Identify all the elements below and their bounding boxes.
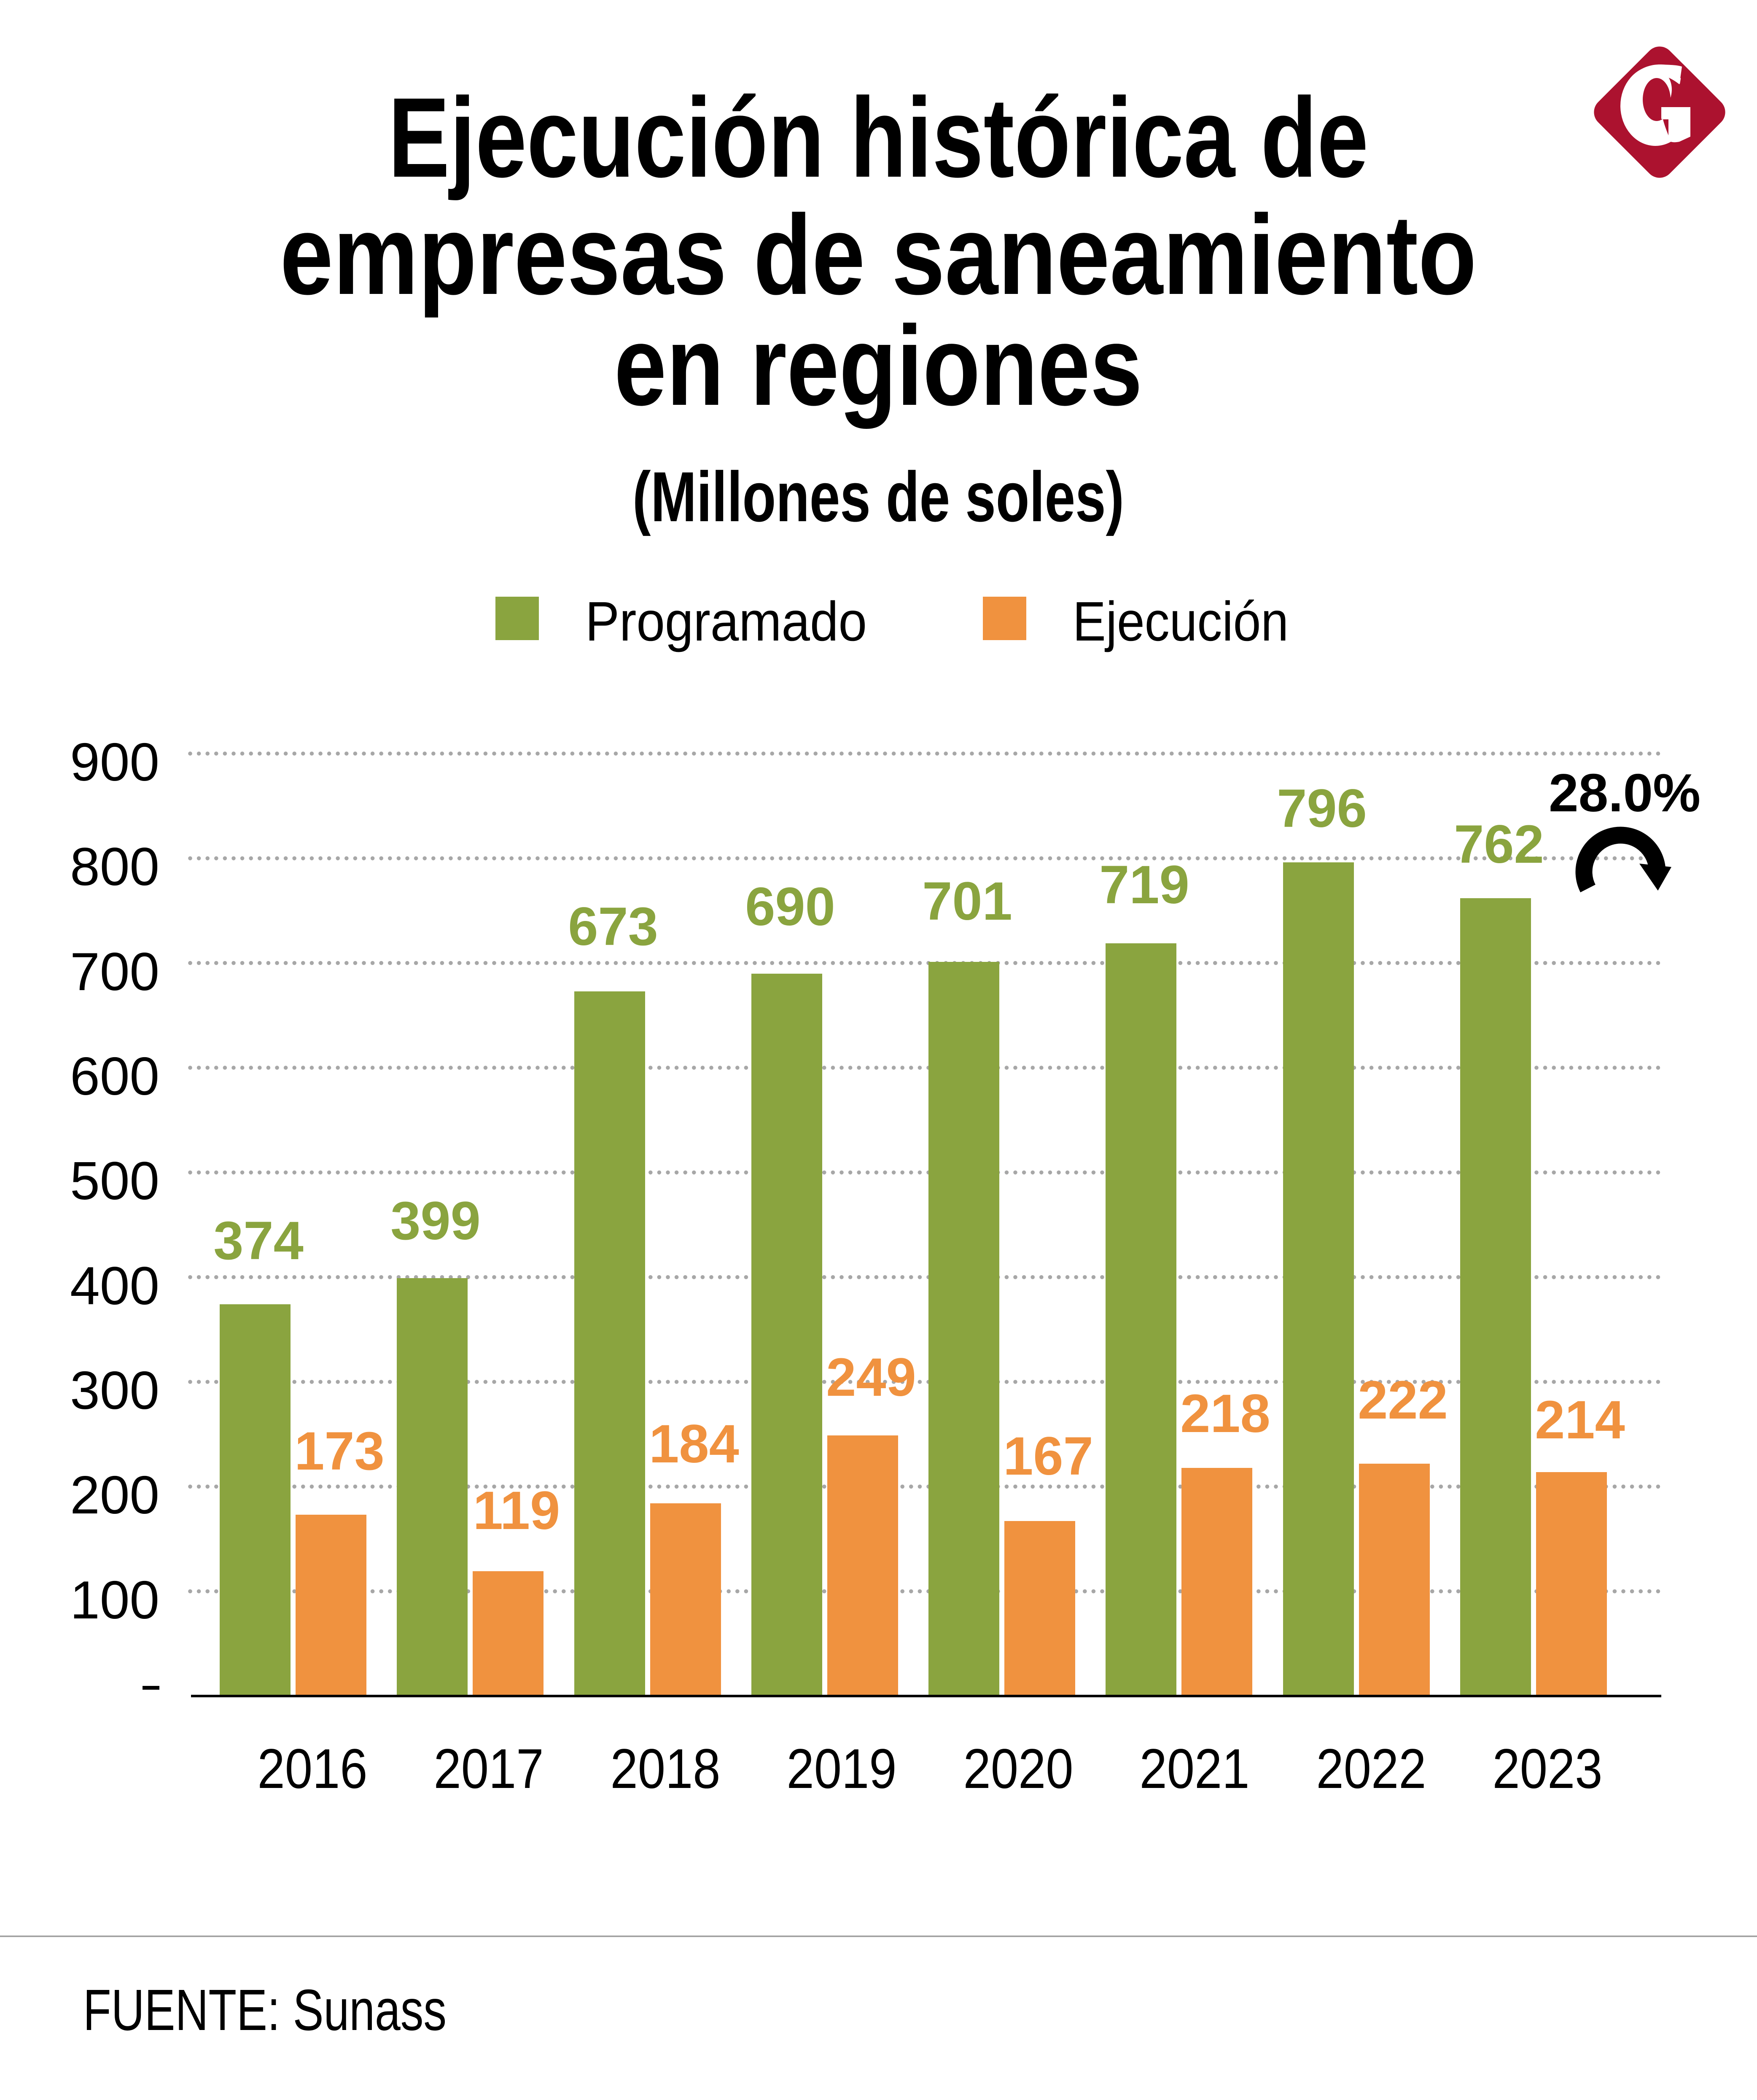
svg-text:200: 200 [70,1465,159,1525]
svg-text:399: 399 [390,1191,481,1251]
svg-text:249: 249 [826,1347,916,1408]
svg-text:2022: 2022 [1316,1738,1426,1800]
svg-text:(Millones de soles): (Millones de soles) [632,457,1124,536]
svg-text:2021: 2021 [1140,1738,1250,1800]
svg-text:2017: 2017 [434,1738,544,1800]
svg-text:800: 800 [70,837,159,897]
svg-text:2016: 2016 [258,1738,368,1800]
svg-text:en regiones: en regiones [614,302,1143,430]
svg-text:Ejecución histórica de: Ejecución histórica de [388,74,1369,202]
svg-text:400: 400 [70,1256,159,1316]
svg-text:214: 214 [1535,1390,1625,1450]
svg-text:796: 796 [1277,778,1367,839]
svg-text:600: 600 [70,1046,159,1106]
svg-text:300: 300 [70,1360,159,1420]
svg-text:Ejecución: Ejecución [1073,590,1289,652]
svg-text:2018: 2018 [611,1738,721,1800]
svg-text:690: 690 [745,877,835,937]
svg-text:701: 701 [922,871,1012,932]
svg-text:empresas de saneamiento: empresas de saneamiento [280,191,1477,319]
svg-text:218: 218 [1180,1384,1270,1444]
svg-text:374: 374 [213,1211,304,1271]
svg-text:700: 700 [70,942,159,1002]
svg-text:2020: 2020 [963,1738,1074,1800]
svg-text:28.0%: 28.0% [1549,763,1700,823]
svg-text:173: 173 [294,1421,385,1481]
svg-text:119: 119 [473,1481,560,1541]
svg-text:Programado: Programado [585,590,867,652]
svg-text:167: 167 [1003,1426,1093,1486]
svg-text:184: 184 [649,1414,739,1474]
svg-text:719: 719 [1099,855,1189,915]
svg-text:673: 673 [568,897,658,957]
svg-text:2023: 2023 [1493,1738,1603,1800]
svg-text:500: 500 [70,1151,159,1211]
svg-text:900: 900 [70,732,159,792]
svg-text:2019: 2019 [787,1738,897,1800]
svg-text:762: 762 [1454,814,1544,875]
svg-text:100: 100 [70,1570,159,1630]
svg-text:222: 222 [1358,1370,1448,1430]
svg-text:FUENTE: Sunass: FUENTE: Sunass [83,1978,447,2043]
